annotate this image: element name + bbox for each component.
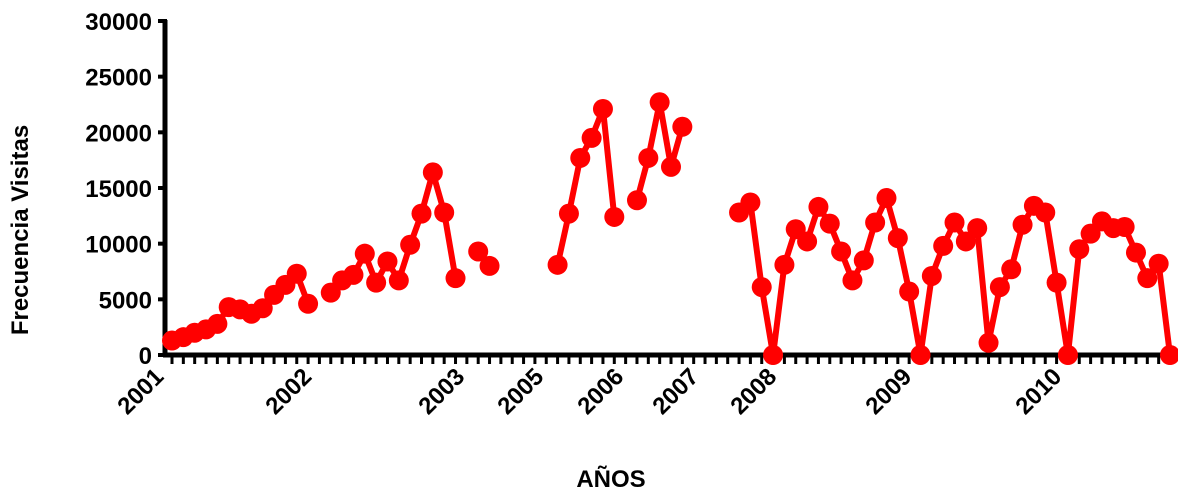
data-point <box>581 127 602 148</box>
data-point <box>661 156 681 177</box>
data-point <box>434 202 455 223</box>
data-point <box>604 206 625 227</box>
data-point <box>1148 253 1169 274</box>
y-tick-label: 30000 <box>85 9 152 36</box>
data-point <box>808 196 829 217</box>
data-point <box>1001 259 1022 280</box>
data-point <box>388 270 409 291</box>
data-point <box>1114 216 1135 237</box>
data-point <box>286 263 307 284</box>
data-point <box>978 332 999 353</box>
data-point <box>377 251 398 272</box>
data-point <box>1069 239 1090 260</box>
x-tick-label: 2003 <box>413 363 470 420</box>
data-point <box>774 254 795 275</box>
x-tick-label: 2008 <box>725 363 782 420</box>
data-point <box>740 192 761 213</box>
series-layer <box>162 92 1178 365</box>
y-tick-label: 20000 <box>85 120 152 147</box>
x-tick-label: 2006 <box>572 363 629 420</box>
data-point <box>366 272 387 293</box>
data-point <box>944 212 965 233</box>
data-point <box>831 241 852 262</box>
data-point <box>989 277 1010 298</box>
data-point <box>763 345 784 365</box>
y-tick-label: 10000 <box>85 232 152 259</box>
data-point <box>1125 242 1146 263</box>
y-tick-label: 25000 <box>85 65 152 92</box>
data-point <box>570 147 591 168</box>
data-point <box>1012 214 1033 235</box>
data-point <box>955 231 976 252</box>
data-point <box>672 116 693 137</box>
data-point <box>207 313 228 334</box>
data-point <box>638 147 659 168</box>
y-axis-title: Frecuencia Visitas <box>7 125 34 335</box>
y-tick-group: 0 5000 10000 15000 20000 25000 30000 <box>85 9 167 370</box>
data-point <box>1057 345 1078 365</box>
data-point <box>558 203 579 224</box>
data-point <box>445 268 466 289</box>
data-point <box>1046 272 1067 293</box>
data-point <box>411 203 432 224</box>
data-point <box>797 231 818 252</box>
data-point <box>592 98 613 119</box>
data-point <box>649 92 670 113</box>
x-tick-label: 2002 <box>260 363 317 420</box>
data-point <box>479 255 500 276</box>
data-point <box>933 235 954 256</box>
y-tick-label: 15000 <box>85 176 152 203</box>
data-point <box>422 162 443 183</box>
data-point <box>354 243 375 264</box>
data-point <box>887 228 908 249</box>
data-point <box>298 293 319 314</box>
x-tick-label: 2007 <box>647 363 704 420</box>
data-point <box>252 298 273 319</box>
data-point <box>910 345 931 365</box>
x-axis-title: AÑOS <box>576 465 645 493</box>
data-point <box>921 265 942 286</box>
y-tick-label: 5000 <box>99 287 152 314</box>
data-point <box>1035 202 1056 223</box>
data-point <box>842 270 863 291</box>
x-tick-label: 2009 <box>860 363 917 420</box>
data-point <box>626 190 647 211</box>
x-tick-group: 2001 2002 2003 2005 2006 2007 2008 2009 2010 <box>112 355 1172 420</box>
data-point <box>1160 345 1178 365</box>
data-point <box>865 212 886 233</box>
data-point <box>1137 268 1158 289</box>
data-point <box>819 213 840 234</box>
data-point <box>400 234 421 255</box>
x-tick-label: 2010 <box>1010 363 1067 420</box>
data-point <box>899 281 920 302</box>
y-tick-label: 0 <box>139 343 152 370</box>
x-tick-label: 2005 <box>492 363 549 420</box>
data-point <box>967 218 988 239</box>
data-point <box>468 241 489 262</box>
data-point <box>853 250 874 271</box>
data-point <box>547 254 568 275</box>
data-point <box>343 264 364 285</box>
data-point <box>876 188 897 209</box>
data-point <box>751 277 772 298</box>
x-tick-label: 2001 <box>112 363 169 420</box>
